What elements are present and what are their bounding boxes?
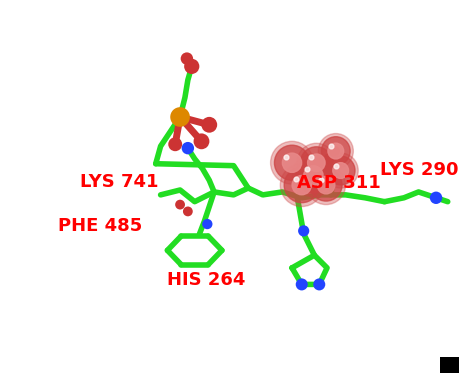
Point [184, 208, 191, 214]
Point [183, 55, 191, 62]
Point [432, 195, 440, 201]
Point [304, 166, 311, 173]
Circle shape [304, 166, 323, 185]
Point [298, 281, 306, 287]
Circle shape [271, 141, 313, 184]
Text: HIS 264: HIS 264 [167, 271, 246, 290]
Circle shape [274, 145, 310, 180]
Circle shape [296, 158, 331, 193]
Circle shape [283, 153, 301, 173]
Circle shape [318, 133, 353, 169]
Bar [440, 358, 459, 373]
Point [331, 148, 338, 154]
Circle shape [310, 169, 342, 201]
Text: LYS 290: LYS 290 [380, 162, 458, 179]
Point [176, 114, 184, 120]
Point [300, 228, 308, 234]
Point [325, 156, 333, 162]
Point [327, 168, 335, 174]
Circle shape [321, 137, 350, 165]
Circle shape [307, 166, 346, 204]
Circle shape [292, 176, 311, 195]
Circle shape [292, 154, 335, 197]
Point [198, 138, 205, 144]
Point [332, 163, 339, 169]
Point [188, 63, 196, 70]
Text: PHE 485: PHE 485 [58, 217, 143, 235]
Point [292, 176, 300, 182]
Circle shape [280, 164, 323, 207]
Point [327, 143, 335, 149]
Circle shape [301, 147, 332, 179]
Circle shape [297, 143, 336, 182]
Point [172, 141, 179, 147]
Point [282, 154, 290, 160]
Circle shape [328, 143, 344, 159]
Circle shape [284, 168, 319, 203]
Point [203, 221, 211, 227]
Text: ASP 311: ASP 311 [297, 174, 381, 192]
Point [176, 201, 184, 207]
Point [205, 122, 213, 128]
Circle shape [308, 154, 325, 171]
Circle shape [333, 163, 348, 179]
Point [316, 281, 323, 287]
Point [317, 177, 324, 183]
Circle shape [317, 176, 335, 194]
Point [184, 145, 191, 151]
Point [307, 154, 315, 160]
Circle shape [323, 153, 358, 188]
Text: LYS 741: LYS 741 [80, 173, 158, 191]
Circle shape [326, 156, 355, 185]
